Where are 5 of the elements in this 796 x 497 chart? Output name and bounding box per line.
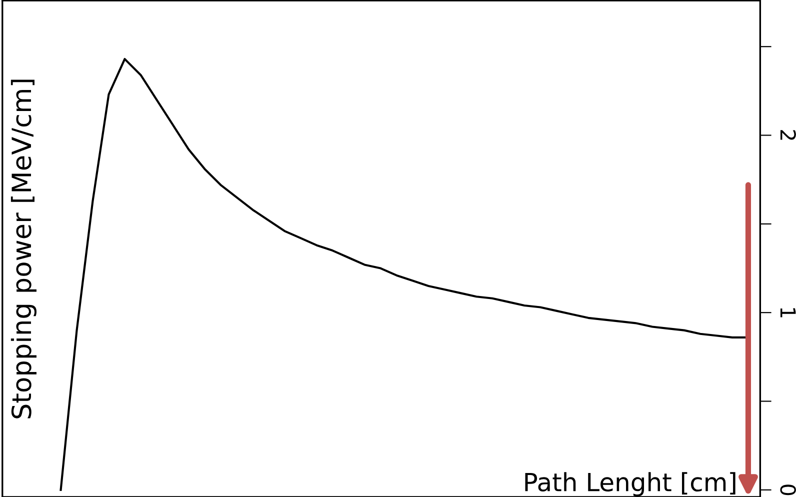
y-tick-label: 0	[780, 484, 796, 496]
x-axis-title: Path Lenght [cm]	[525, 472, 736, 496]
y-axis-title: Stopping power [MeV/cm]	[10, 80, 36, 418]
y-tick-label: 1	[780, 308, 796, 318]
y-tick-label: 2	[780, 130, 796, 140]
